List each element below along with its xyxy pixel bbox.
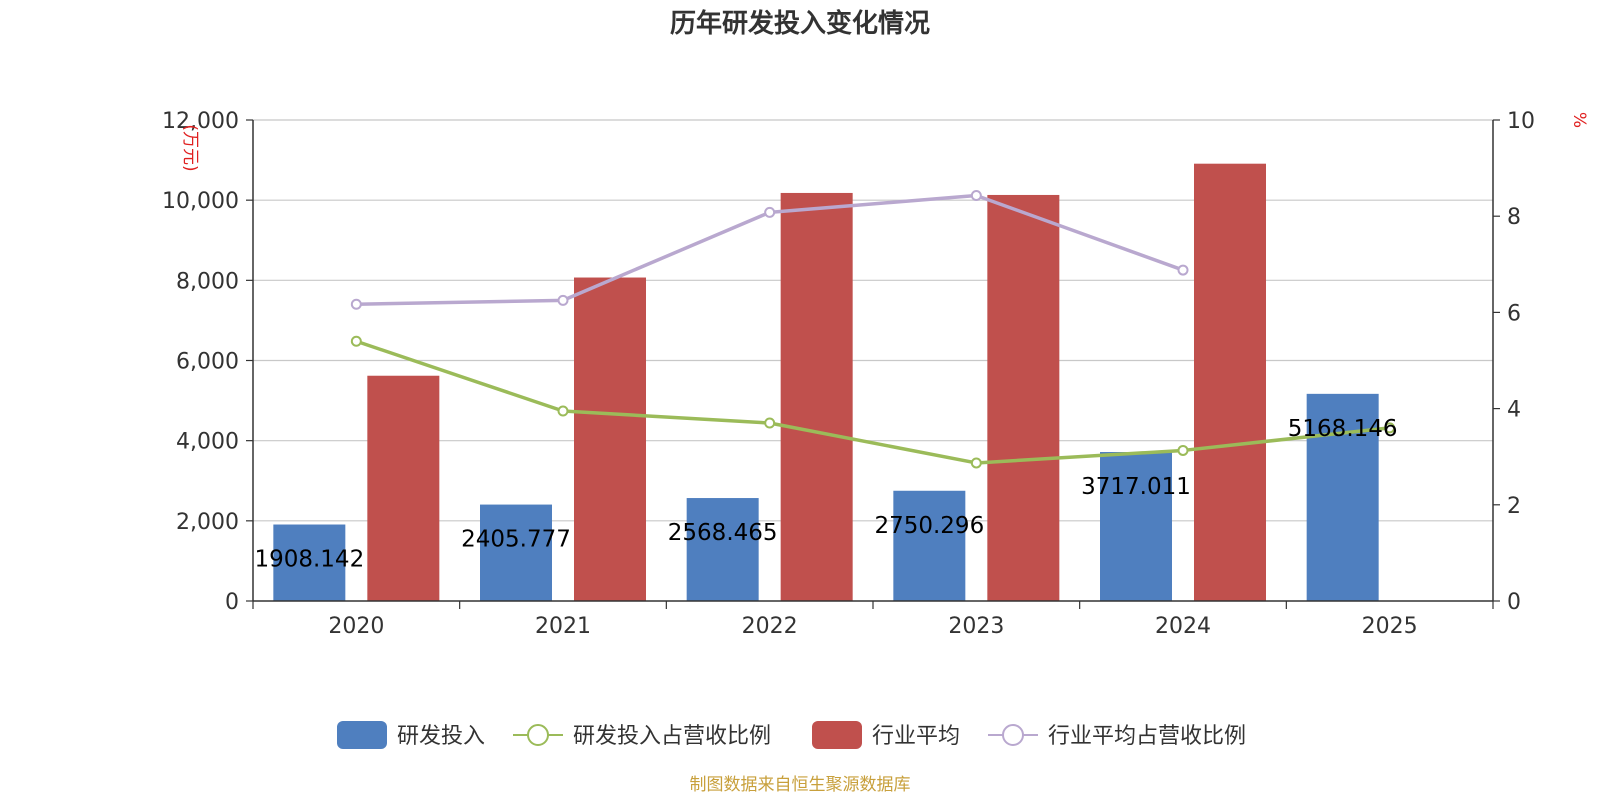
point-industry-ratio-2024: [1177, 264, 1189, 276]
point-rd-ratio-2022: [764, 417, 776, 429]
legend-label-0: 研发投入: [397, 724, 485, 749]
x-axis-tick-label: 2022: [742, 614, 798, 639]
bar-industry-2021: [574, 277, 646, 601]
legend-marker-3: [1002, 724, 1024, 746]
data-label-rd-2024: 3717.011: [1081, 474, 1191, 500]
x-axis-tick-label: 2025: [1362, 614, 1418, 639]
chart-title: 历年研发投入变化情况: [670, 8, 930, 39]
legend-label-3: 行业平均占营收比例: [1048, 724, 1246, 749]
point-rd-ratio-2025: [1384, 422, 1396, 434]
left-axis-tick-label: 8,000: [176, 269, 239, 294]
legend-marker-1: [527, 724, 549, 746]
left-axis-tick-label: 2,000: [176, 510, 239, 535]
data-label-rd-2022: 2568.465: [668, 520, 778, 546]
right-axis-unit: %: [1569, 112, 1589, 128]
bar-industry-2022: [780, 192, 853, 601]
data-label-rd-2023: 2750.296: [874, 513, 984, 539]
bar-industry-2024: [1194, 163, 1266, 601]
point-rd-ratio-2024: [1177, 444, 1189, 456]
data-label-rd-2021: 2405.777: [461, 527, 571, 553]
left-axis-tick-label: 0: [225, 590, 239, 615]
point-industry-ratio-2023: [970, 190, 982, 202]
axes: 0 2,000 4,000 6,000 8,000 10,000 12,000 0 2 4 6 8 10…: [162, 109, 1535, 639]
legend-label-2: 行业平均: [872, 724, 960, 749]
x-axis-tick-label: 2024: [1155, 614, 1211, 639]
data-label-rd-2025: 5168.146: [1288, 416, 1398, 442]
left-axis-tick-label: 6,000: [176, 350, 239, 375]
bar-rd-2020: [273, 524, 346, 601]
bar-rd-2022: [686, 498, 759, 601]
bars: [273, 163, 1379, 602]
right-axis-tick-label: 8: [1507, 205, 1521, 230]
bar-rd-2023: [893, 490, 966, 601]
bar-industry-2020: [367, 375, 440, 601]
point-rd-ratio-2020: [350, 335, 362, 347]
line-rd-ratio: [355, 339, 1390, 465]
legend: 研发投入 研发投入占营收比例 行业平均 行业平均占营收比例: [337, 721, 1246, 749]
bar-rd-2021: [480, 504, 552, 601]
legend-label-1: 研发投入占营收比例: [573, 724, 771, 749]
x-axis-tick-label: 2020: [328, 614, 384, 639]
bar-rd-2024: [1100, 452, 1172, 601]
right-axis-tick-label: 4: [1507, 398, 1521, 423]
point-industry-ratio-2020: [350, 298, 362, 310]
series-lines: [350, 190, 1396, 469]
data-labels: 1908.142 2405.777 2568.465 2750.296 3717.011…: [254, 416, 1397, 573]
left-axis-tick-label: 12,000: [162, 109, 239, 134]
right-axis-tick-label: 6: [1507, 301, 1521, 326]
grid-lines: [253, 119, 1493, 522]
bar-rd-2025: [1306, 393, 1379, 601]
x-axis-tick-label: 2021: [535, 614, 591, 639]
legend-swatch-2: [812, 721, 862, 749]
left-axis-tick-label: 4,000: [176, 430, 239, 455]
right-axis-tick-label: 10: [1507, 109, 1535, 134]
source-note: 制图数据来自恒生聚源数据库: [690, 775, 911, 795]
right-axis-tick-label: 2: [1507, 494, 1521, 519]
bar-industry-2023: [987, 194, 1060, 602]
point-rd-ratio-2023: [970, 457, 982, 469]
x-axis-tick-label: 2023: [948, 614, 1004, 639]
left-axis-tick-label: 10,000: [162, 189, 239, 214]
point-industry-ratio-2022: [764, 206, 776, 218]
right-axis-tick-label: 0: [1507, 590, 1521, 615]
legend-swatch-0: [337, 721, 387, 749]
point-rd-ratio-2021: [557, 405, 569, 417]
left-axis-unit: (万元): [180, 124, 200, 171]
data-label-rd-2020: 1908.142: [254, 547, 364, 573]
point-industry-ratio-2021: [557, 294, 569, 306]
